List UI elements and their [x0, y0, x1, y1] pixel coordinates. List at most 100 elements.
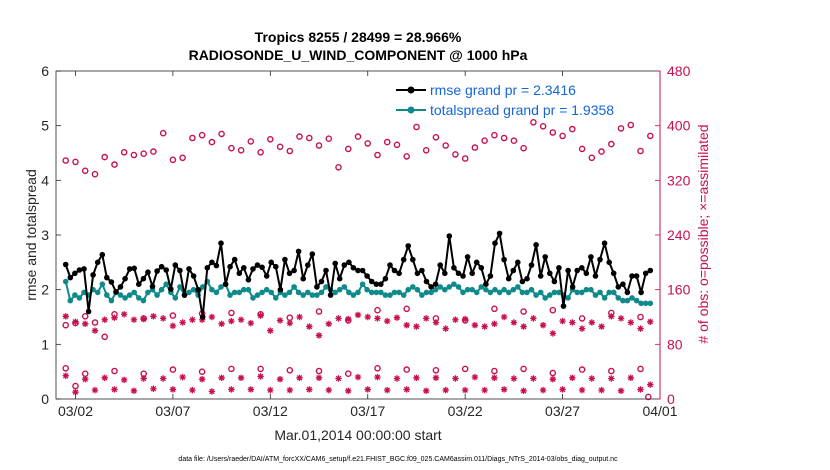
obs-possible-marker	[101, 153, 108, 161]
obs-assimilated-marker	[549, 330, 557, 337]
series-point-spread	[510, 286, 517, 293]
obs-possible-marker	[403, 366, 411, 373]
obs-assimilated-marker	[530, 375, 537, 382]
series-point-rmse	[606, 259, 612, 266]
obs-possible-marker	[62, 157, 69, 164]
series-point-rmse	[222, 281, 229, 288]
series-point-spread	[629, 295, 635, 301]
series-point-spread	[633, 297, 640, 304]
series-point-rmse	[533, 242, 539, 248]
series-point-rmse	[268, 259, 275, 266]
obs-assimilated-marker	[481, 323, 488, 330]
obs-assimilated-marker	[403, 386, 410, 393]
series-point-rmse	[236, 270, 243, 277]
legend-spread-label: totalspread grand pr = 1.9358	[430, 102, 614, 118]
obs-assimilated-marker	[617, 315, 625, 322]
series-point-spread	[268, 289, 275, 296]
series-point-rmse	[122, 275, 128, 282]
series-point-spread	[131, 289, 137, 296]
series-point-rmse	[190, 273, 197, 279]
series-point-rmse	[67, 274, 74, 281]
series-point-spread	[638, 300, 644, 307]
obs-possible-marker	[432, 133, 440, 141]
obs-assimilated-marker	[237, 316, 245, 323]
obs-possible-marker	[72, 382, 79, 390]
series-point-rmse	[423, 278, 430, 285]
obs-assimilated-marker	[72, 318, 79, 325]
obs-possible-marker	[286, 366, 294, 374]
obs-assimilated-marker	[608, 313, 615, 320]
obs-assimilated-marker	[218, 374, 225, 382]
chart-subtitle: RADIOSONDE_U_WIND_COMPONENT @ 1000 hPa	[189, 47, 528, 63]
obs-possible-marker	[383, 138, 391, 146]
obs-possible-marker	[461, 155, 469, 162]
series-point-rmse	[460, 273, 466, 279]
obs-possible-marker	[81, 312, 89, 320]
series-point-spread	[423, 289, 430, 296]
obs-possible-marker	[510, 137, 518, 144]
obs-possible-marker	[198, 368, 206, 376]
series-point-rmse	[117, 284, 124, 290]
x-tick-label: 03/07	[155, 403, 190, 419]
series-point-spread	[286, 289, 293, 296]
obs-possible-marker	[296, 133, 303, 140]
series-point-rmse	[597, 256, 603, 263]
obs-assimilated-marker	[218, 320, 225, 328]
series-point-rmse	[113, 289, 119, 295]
series-point-spread	[72, 292, 78, 298]
series-point-rmse	[62, 261, 69, 268]
series-point-spread	[533, 292, 539, 298]
series-point-rmse	[620, 281, 626, 288]
series-point-rmse	[638, 289, 644, 296]
series-point-rmse	[359, 267, 366, 274]
obs-assimilated-marker	[627, 319, 634, 326]
series-point-rmse	[158, 263, 165, 270]
series-point-spread	[519, 289, 526, 296]
series-point-rmse	[332, 260, 339, 267]
series-point-rmse	[131, 265, 137, 272]
obs-assimilated-marker	[111, 314, 118, 321]
series-point-spread	[336, 286, 343, 293]
obs-possible-marker	[403, 305, 411, 313]
obs-assimilated-marker	[189, 316, 196, 323]
series-point-rmse	[378, 281, 384, 288]
series-point-spread	[615, 295, 622, 301]
series-point-spread	[231, 289, 238, 296]
series-point-spread	[94, 289, 101, 296]
series-point-spread	[314, 292, 320, 298]
series-point-rmse	[633, 273, 640, 279]
series-point-rmse	[259, 264, 265, 271]
series-point-rmse	[647, 267, 654, 274]
series-point-rmse	[254, 262, 261, 268]
series-point-spread	[528, 286, 535, 293]
obs-assimilated-marker	[539, 322, 547, 329]
obs-possible-marker	[432, 366, 440, 374]
obs-possible-marker	[588, 154, 596, 162]
series-point-spread	[76, 295, 83, 301]
obs-possible-marker	[344, 145, 352, 153]
obs-possible-marker	[91, 170, 99, 178]
obs-assimilated-marker	[72, 388, 79, 396]
series-point-rmse	[624, 289, 631, 296]
obs-possible-marker	[228, 309, 235, 317]
obs-assimilated-marker	[588, 319, 596, 326]
obs-assimilated-marker	[120, 376, 128, 384]
obs-possible-marker	[344, 370, 352, 378]
obs-possible-marker	[645, 393, 652, 401]
series-point-rmse	[560, 303, 567, 309]
series-point-spread	[405, 286, 412, 293]
obs-possible-marker	[364, 140, 372, 147]
series-point-spread	[451, 281, 457, 288]
obs-assimilated-marker	[549, 375, 557, 383]
y2-axis-label: # of obs: o=possible; ×=assimilated	[695, 124, 711, 343]
obs-assimilated-marker	[413, 374, 420, 382]
series-point-rmse	[528, 262, 535, 268]
obs-assimilated-marker	[471, 373, 479, 381]
y2-tick-label: 240	[667, 227, 691, 243]
series-point-spread	[588, 286, 594, 293]
series-point-spread	[551, 289, 558, 296]
obs-assimilated-marker	[627, 374, 634, 382]
obs-possible-marker	[140, 150, 147, 157]
series-point-spread	[464, 286, 471, 293]
